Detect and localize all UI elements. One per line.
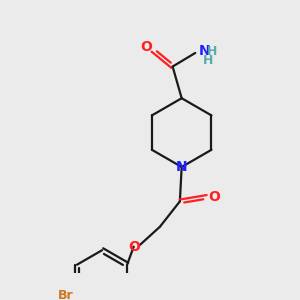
Text: O: O — [140, 40, 152, 54]
Text: N: N — [199, 44, 210, 58]
Text: N: N — [176, 160, 188, 174]
Text: H: H — [203, 54, 213, 67]
Text: O: O — [208, 190, 220, 204]
Text: H: H — [207, 45, 218, 58]
Text: O: O — [128, 240, 140, 254]
Text: Br: Br — [57, 289, 73, 300]
